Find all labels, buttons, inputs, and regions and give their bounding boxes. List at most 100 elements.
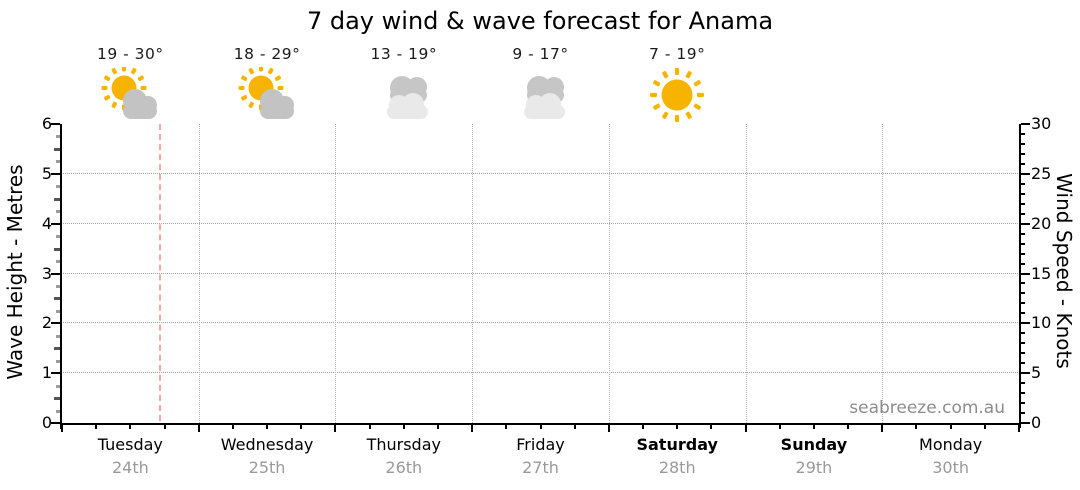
x-minor-tick: [573, 425, 576, 429]
y-left-tick: [56, 284, 60, 288]
y-right-tick: [1021, 342, 1025, 345]
cloudy-icon: [386, 76, 428, 119]
x-major-tick: [881, 425, 884, 432]
y-left-tick: [54, 247, 60, 251]
y-left-tick: [51, 172, 60, 175]
grid-line-horizontal: [63, 222, 1018, 224]
y-left-tick: [51, 372, 60, 375]
y-right-tick: [1021, 372, 1030, 375]
grid-line-horizontal: [63, 172, 1018, 174]
grid-line-horizontal: [63, 372, 1018, 374]
y-right-tick: [1021, 402, 1025, 405]
y-left-tick: [56, 260, 60, 264]
x-major-tick: [607, 425, 610, 432]
x-minor-tick: [505, 425, 508, 429]
temp-range-label: 9 - 17°: [512, 45, 569, 63]
y-left-tick-label: 5: [41, 163, 52, 183]
weather-icon-holder: [98, 67, 162, 125]
y-left-tick: [56, 185, 60, 189]
date-label: 25th: [248, 458, 286, 477]
x-minor-tick: [642, 425, 645, 429]
y-right-tick: [1021, 362, 1025, 365]
x-minor-tick: [163, 425, 166, 429]
x-major-tick: [471, 425, 474, 432]
sunny-icon: [650, 68, 705, 122]
y-right-tick: [1021, 412, 1025, 415]
x-minor-tick: [95, 425, 98, 429]
chart-title: 7 day wind & wave forecast for Anama: [306, 7, 774, 35]
temp-range-label: 19 - 30°: [97, 45, 164, 63]
y-left-tick: [56, 359, 60, 363]
y-right-tick: [1021, 312, 1025, 315]
y-right-tick: [1021, 422, 1030, 424]
x-minor-tick: [710, 425, 713, 429]
grid-line-day-boundary: [335, 124, 337, 423]
temp-range-label: 18 - 29°: [233, 45, 301, 63]
y-right-tick: [1021, 302, 1025, 305]
y-right-tick: [1021, 172, 1030, 175]
date-label: 30th: [932, 458, 970, 477]
day-label-saturday: Saturday: [636, 435, 718, 454]
y-left-tick-label: 2: [41, 313, 52, 333]
grid-line-day-boundary: [882, 124, 884, 423]
current-time-line: [159, 124, 162, 421]
day-label-monday: Monday: [919, 435, 983, 454]
y-right-tick: [1021, 212, 1025, 215]
y-right-tick: [1021, 242, 1025, 245]
y-left-tick: [51, 322, 60, 325]
x-minor-tick: [847, 425, 850, 429]
y-right-tick: [1021, 162, 1025, 165]
x-minor-tick: [231, 425, 234, 429]
x-major-tick: [744, 425, 747, 432]
y-right-tick: [1021, 282, 1025, 285]
y-left-tick: [56, 235, 60, 239]
y-right-tick: [1021, 132, 1025, 135]
x-minor-tick: [949, 425, 952, 429]
grid-line-day-boundary: [608, 124, 610, 423]
date-label: 26th: [385, 458, 423, 477]
temp-range-label: 7 - 19°: [649, 45, 706, 63]
x-minor-tick: [983, 425, 986, 429]
y-right-tick: [1021, 292, 1025, 295]
y-left-tick: [54, 397, 60, 401]
y-left-tick: [56, 384, 60, 388]
y-left-tick-label: 6: [41, 114, 52, 133]
y-left-tick-label: 1: [41, 363, 52, 383]
y-right-tick: [1021, 252, 1025, 255]
y-right-tick: [1021, 192, 1025, 195]
y-left-tick: [51, 222, 60, 225]
y-right-axis-line: [1019, 124, 1021, 428]
y-right-tick: [1021, 123, 1030, 125]
grid-line-horizontal: [63, 272, 1018, 274]
day-label-sunday: Sunday: [780, 435, 848, 454]
y-right-tick: [1021, 262, 1025, 265]
partly-cloudy-icon: [101, 67, 158, 119]
date-label: 24th: [111, 458, 149, 477]
y-right-tick-label: 10: [1031, 313, 1052, 333]
y-left-tick: [56, 135, 60, 139]
y-right-tick-label: 30: [1031, 114, 1052, 133]
weather-icon-holder: [509, 67, 573, 125]
x-minor-tick: [812, 425, 815, 429]
grid-line-horizontal: [63, 322, 1018, 324]
day-label-wednesday: Wednesday: [220, 435, 314, 454]
y-left-tick: [51, 123, 60, 125]
y-right-tick: [1021, 352, 1025, 355]
x-major-tick: [334, 425, 337, 432]
y-right-tick: [1021, 272, 1030, 275]
x-minor-tick: [129, 425, 132, 429]
x-minor-tick: [915, 425, 918, 429]
x-minor-tick: [539, 425, 542, 429]
y-left-tick: [54, 347, 60, 351]
x-minor-tick: [266, 425, 269, 429]
cloudy-icon: [523, 76, 565, 119]
x-major-tick: [197, 425, 200, 432]
y-left-tick-label: 4: [41, 213, 52, 233]
weather-icon-holder: [645, 67, 709, 125]
y-left-tick: [56, 210, 60, 214]
temp-range-label: 13 - 19°: [370, 45, 438, 63]
y-left-tick: [51, 422, 60, 424]
x-major-tick: [61, 425, 63, 432]
y-right-tick: [1021, 322, 1030, 325]
weather-icon-holder: [235, 67, 299, 125]
